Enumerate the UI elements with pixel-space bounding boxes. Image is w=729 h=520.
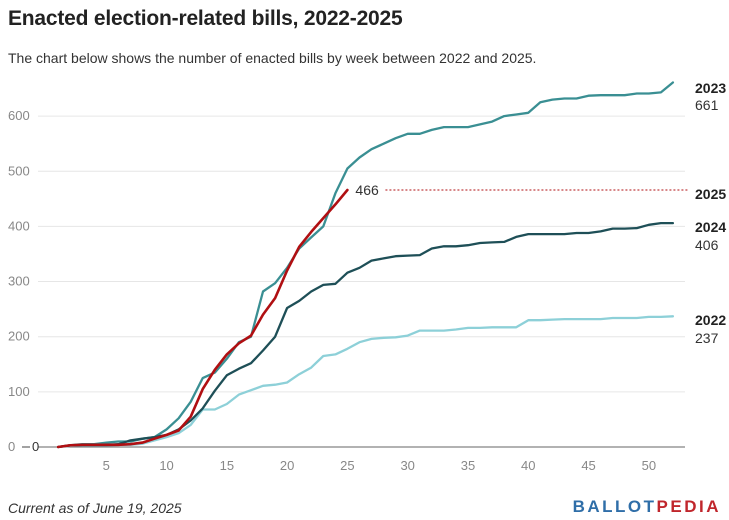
- series-name-2022: 2022: [695, 312, 726, 328]
- series-end-value-2022: 237: [695, 330, 719, 346]
- chart-series: [56, 81, 675, 449]
- x-tick-label-45: 45: [581, 458, 595, 473]
- y-tick-label-100: 100: [8, 384, 30, 399]
- series-name-2024: 2024: [695, 219, 726, 235]
- page-subtitle: The chart below shows the number of enac…: [8, 50, 537, 66]
- x-tick-label-5: 5: [103, 458, 110, 473]
- reference-value-label: 466: [355, 182, 379, 198]
- series-end-value-2024: 406: [695, 237, 719, 253]
- chart-tick-labels: 100 200 300 400 500 600 0 0 5 10 15 20 25 30 35 40 45 50: [8, 108, 656, 473]
- logo-part-pedia: PEDIA: [656, 497, 721, 516]
- y-tick-label-600: 600: [8, 108, 30, 123]
- chart-grid: [38, 115, 685, 448]
- y-tick-label-500: 500: [8, 163, 30, 178]
- y-tick-label-0: 0: [8, 439, 15, 454]
- x-tick-label-50: 50: [642, 458, 656, 473]
- x-tick-label-35: 35: [461, 458, 475, 473]
- series-name-2025: 2025: [695, 186, 726, 202]
- x-tick-label-30: 30: [400, 458, 414, 473]
- page-title: Enacted election-related bills, 2022-202…: [8, 7, 403, 30]
- series-name-2023: 2023: [695, 80, 726, 96]
- series-line-2022: [56, 315, 675, 449]
- y-tick-label-300: 300: [8, 274, 30, 289]
- series-line-2023: [56, 81, 675, 449]
- y-tick-label-200: 200: [8, 329, 30, 344]
- series-end-value-2023: 661: [695, 97, 719, 113]
- x-tick-label-15: 15: [220, 458, 234, 473]
- series-line-2025: [56, 188, 349, 449]
- x-tick-label-40: 40: [521, 458, 535, 473]
- logo-part-ballot: BALLOT: [572, 497, 657, 516]
- series-line-2024: [56, 221, 675, 449]
- x-tick-label-10: 10: [159, 458, 173, 473]
- x-tick-label-25: 25: [340, 458, 354, 473]
- x-tick-label-20: 20: [280, 458, 294, 473]
- ballotpedia-logo[interactable]: BALLOTPEDIA: [573, 497, 721, 517]
- y-tick-label-400: 400: [8, 218, 30, 233]
- footer-note: Current as of June 19, 2025: [8, 500, 182, 516]
- zero-marker-label: 0: [32, 439, 39, 454]
- chart-reference-line: 466: [355, 182, 688, 198]
